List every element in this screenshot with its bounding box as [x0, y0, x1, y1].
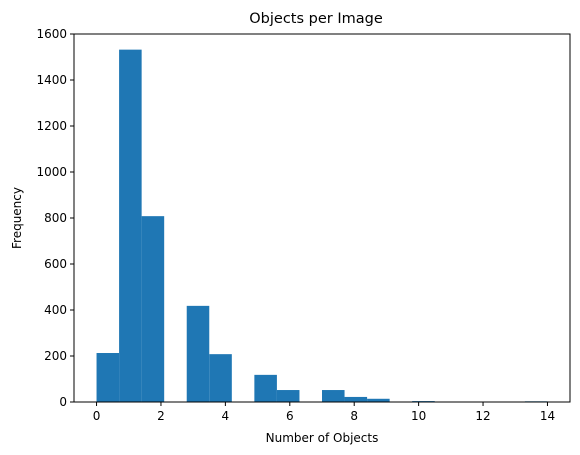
y-tick-label: 1000 — [36, 165, 67, 179]
x-axis-label: Number of Objects — [266, 431, 379, 445]
x-tick-label: 12 — [475, 409, 490, 423]
x-tick-label: 10 — [411, 409, 426, 423]
y-tick-label: 1400 — [36, 73, 67, 87]
y-tick-label: 600 — [44, 257, 67, 271]
histogram-bar-5 — [209, 354, 232, 402]
x-tick-label: 2 — [157, 409, 165, 423]
y-tick-label: 1600 — [36, 27, 67, 41]
histogram-bar-1 — [119, 49, 142, 402]
x-tick-label: 8 — [350, 409, 358, 423]
y-tick-label: 0 — [59, 395, 67, 409]
histogram-bar-2 — [141, 216, 165, 402]
y-tick-label: 1200 — [36, 119, 67, 133]
histogram-bar-8 — [276, 390, 300, 402]
histogram-bar-4 — [186, 305, 210, 402]
x-tick-label: 4 — [222, 409, 230, 423]
x-axis-ticks: 0 2 4 6 8 10 12 14 — [93, 402, 555, 423]
y-axis-ticks: 0 200 400 600 800 1000 1200 1400 1600 — [36, 27, 74, 409]
x-tick-label: 6 — [286, 409, 294, 423]
y-tick-label: 200 — [44, 349, 67, 363]
histogram-bar-7 — [254, 374, 277, 402]
x-tick-label: 14 — [540, 409, 555, 423]
histogram-bar-10 — [322, 390, 345, 402]
x-tick-label: 0 — [93, 409, 101, 423]
y-axis-label: Frequency — [10, 187, 24, 249]
histogram-bar-11 — [344, 396, 368, 402]
y-tick-label: 400 — [44, 303, 67, 317]
histogram-bar-0 — [96, 353, 120, 402]
chart-title: Objects per Image — [249, 11, 383, 27]
histogram-bars — [96, 49, 548, 402]
histogram-bar-12 — [367, 398, 390, 402]
y-tick-label: 800 — [44, 211, 67, 225]
